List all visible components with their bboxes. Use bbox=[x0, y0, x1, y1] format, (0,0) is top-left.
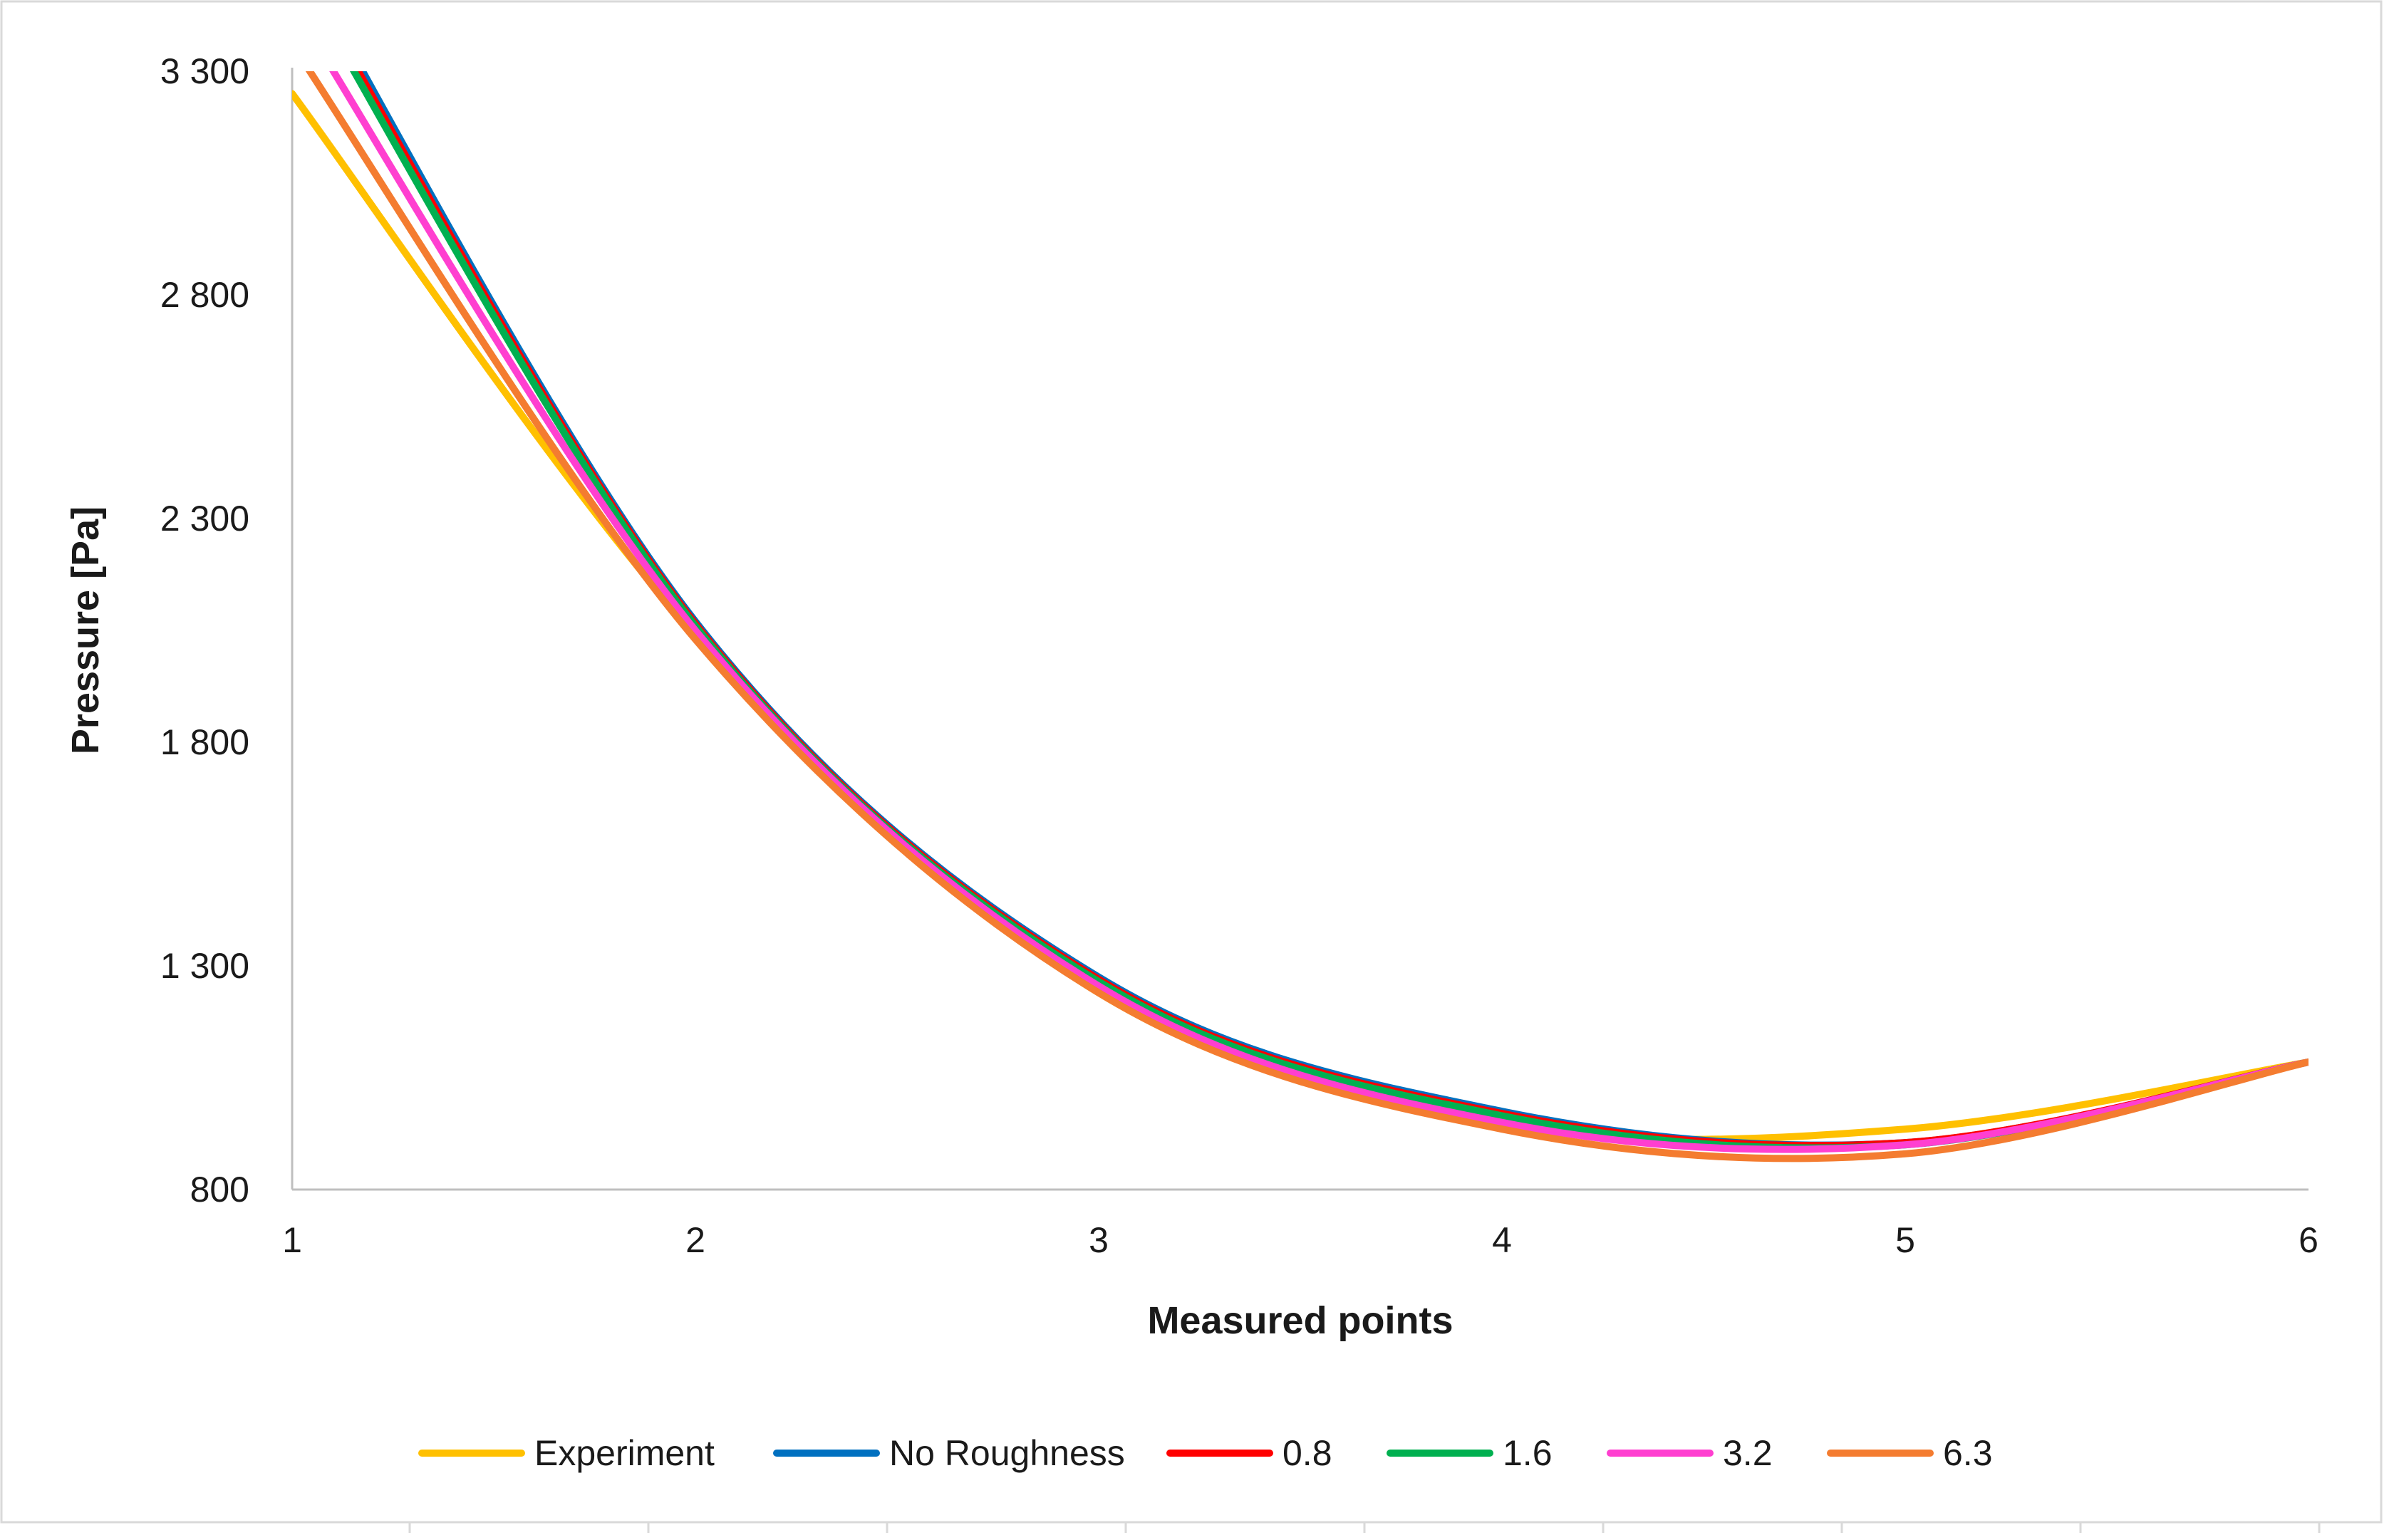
tick-labels: 1 2 3 4 5 6 800 1 300 1 800 2 300 2 800 3 300 bbox=[160, 51, 2318, 1260]
legend-label-experiment: Experiment bbox=[534, 1433, 715, 1473]
legend-label-3-2: 3.2 bbox=[1723, 1433, 1773, 1473]
legend-label-no-roughness: No Roughness bbox=[889, 1433, 1125, 1473]
series-lines bbox=[292, 71, 2308, 1162]
legend-label-6-3: 6.3 bbox=[1943, 1433, 1993, 1473]
x-axis-title: Measured points bbox=[1147, 1299, 1453, 1342]
y-tick-label: 1 300 bbox=[160, 946, 249, 986]
x-tick-label: 3 bbox=[1089, 1220, 1109, 1260]
y-tick-label: 2 300 bbox=[160, 499, 249, 539]
bottom-border-ticks bbox=[408, 1522, 2321, 1533]
x-tick-label: 5 bbox=[1895, 1220, 1915, 1260]
legend-label-1-6: 1.6 bbox=[1503, 1433, 1553, 1473]
legend: Experiment No Roughness 0.8 1.6 3.2 6.3 bbox=[418, 1433, 1993, 1473]
legend-label-0-8: 0.8 bbox=[1282, 1433, 1332, 1473]
axes bbox=[291, 68, 2308, 1191]
y-axis-title: Pressure [Pa] bbox=[64, 506, 107, 754]
series-line-3-2 bbox=[329, 71, 2308, 1153]
y-tick-label: 1 800 bbox=[160, 722, 249, 762]
y-tick-label: 3 300 bbox=[160, 51, 249, 91]
x-tick-label: 2 bbox=[685, 1220, 705, 1260]
x-tick-label: 4 bbox=[1492, 1220, 1512, 1260]
x-tick-label: 1 bbox=[282, 1220, 302, 1260]
y-tick-label: 2 800 bbox=[160, 275, 249, 315]
y-tick-label: 800 bbox=[190, 1170, 249, 1209]
series-line-6-3 bbox=[305, 71, 2308, 1162]
x-tick-label: 6 bbox=[2299, 1220, 2318, 1260]
